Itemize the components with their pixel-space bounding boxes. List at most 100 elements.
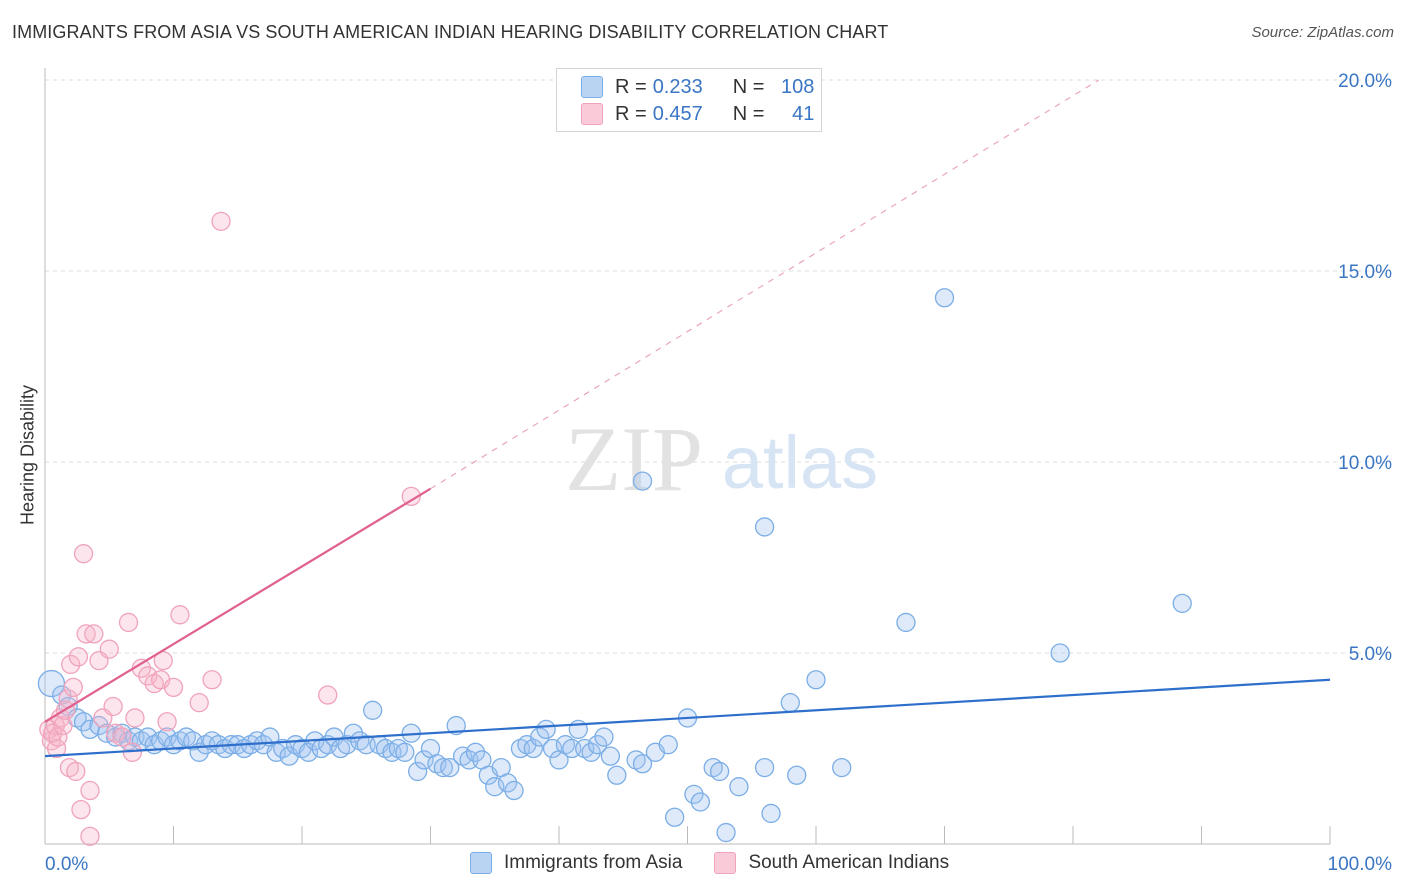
- data-point: [189, 693, 209, 713]
- data-point: [395, 742, 415, 762]
- data-point: [536, 719, 556, 740]
- trend-line-asia: [44, 678, 1331, 758]
- data-point: [318, 685, 338, 705]
- data-point: [600, 746, 621, 766]
- series-swatch-south-american: [714, 852, 737, 874]
- data-point: [103, 696, 123, 717]
- y-tick-label: 5.0%: [1349, 644, 1392, 665]
- watermark-atlas: atlas: [722, 421, 878, 504]
- data-point: [73, 712, 94, 732]
- x-tick-label-max: 100.0%: [1328, 854, 1393, 875]
- data-point: [433, 757, 454, 778]
- series-legend-south-american: South American Indians: [714, 852, 949, 874]
- data-point: [729, 777, 749, 797]
- data-point: [780, 693, 800, 713]
- stats-legend: R = 0.233 N = 108 R = 0.457 N = 41: [556, 68, 822, 132]
- x-tick-label-min: 0.0%: [45, 854, 88, 875]
- legend-swatch-south-american: [581, 103, 603, 125]
- watermark-zip: ZIP: [565, 408, 703, 510]
- data-point: [607, 765, 627, 785]
- data-point: [80, 826, 100, 847]
- data-point: [66, 761, 86, 782]
- data-point: [63, 677, 83, 698]
- data-point: [170, 605, 190, 625]
- data-point: [684, 784, 704, 804]
- data-point: [632, 471, 653, 491]
- legend-n-label: N =: [732, 102, 765, 125]
- data-point: [43, 723, 63, 743]
- legend-row-asia: R = 0.233 N = 108: [581, 75, 814, 99]
- data-point: [896, 612, 916, 633]
- data-point: [587, 735, 608, 755]
- data-point: [934, 288, 955, 308]
- series-south-american-points: [39, 211, 421, 847]
- series-name-asia: Immigrants from Asia: [504, 852, 683, 873]
- data-point: [754, 517, 775, 537]
- legend-r-label: R =: [615, 75, 647, 98]
- data-point: [99, 639, 119, 659]
- data-point: [71, 799, 91, 820]
- series-name-south-american: South American Indians: [748, 852, 950, 873]
- data-point: [709, 761, 730, 782]
- data-point: [530, 727, 550, 747]
- watermark: ZIP atlas: [565, 408, 878, 510]
- data-point: [806, 670, 826, 690]
- data-point: [118, 612, 139, 633]
- data-point: [594, 727, 614, 747]
- data-point: [76, 624, 96, 644]
- data-point: [832, 757, 852, 778]
- data-point: [690, 792, 710, 812]
- series-legend-asia: Immigrants from Asia: [470, 852, 682, 874]
- grid: [45, 79, 1390, 654]
- tick-labels: 5.0% 10.0% 15.0% 20.0% 0.0% 100.0%: [45, 71, 1392, 875]
- trend-lines: [44, 79, 1331, 758]
- data-point: [761, 803, 781, 824]
- data-point: [211, 211, 231, 231]
- series-asia-points: [37, 288, 1192, 843]
- chart-title: IMMIGRANTS FROM ASIA VS SOUTH AMERICAN I…: [12, 22, 889, 42]
- data-point: [401, 486, 421, 507]
- data-point: [53, 715, 73, 736]
- y-tick-label: 10.0%: [1338, 453, 1392, 474]
- data-point: [61, 654, 81, 675]
- legend-n-value: 41: [792, 102, 815, 125]
- source-label: Source: ZipAtlas.com: [1251, 24, 1394, 41]
- series-legend: Immigrants from Asia South American Indi…: [470, 852, 981, 874]
- data-point: [112, 727, 132, 747]
- legend-n-value: 108: [781, 75, 815, 98]
- trend-line-south-american: [44, 487, 432, 723]
- legend-r-value: 0.457: [652, 102, 703, 125]
- y-tick-label: 20.0%: [1338, 71, 1392, 92]
- data-point: [465, 742, 486, 762]
- data-point: [504, 780, 524, 801]
- data-point: [1172, 593, 1192, 613]
- legend-r-label: R =: [615, 102, 647, 125]
- data-point: [665, 807, 685, 827]
- data-point: [754, 757, 775, 778]
- data-point: [787, 765, 807, 785]
- data-point: [440, 757, 460, 778]
- legend-r-value: 0.233: [652, 75, 703, 98]
- data-point: [632, 754, 653, 774]
- data-point: [163, 677, 184, 698]
- data-point: [716, 822, 736, 843]
- data-point: [153, 650, 173, 671]
- data-point: [84, 624, 104, 644]
- data-point: [48, 727, 68, 747]
- data-point: [80, 780, 100, 801]
- data-point: [363, 700, 383, 720]
- data-point: [1050, 643, 1070, 663]
- series-swatch-asia: [470, 852, 492, 874]
- data-point: [157, 712, 177, 732]
- y-tick-label: 15.0%: [1338, 262, 1392, 283]
- legend-swatch-asia: [581, 76, 603, 98]
- legend-row-south-american: R = 0.457 N = 41: [581, 102, 814, 126]
- data-point: [497, 773, 518, 793]
- data-point: [73, 544, 94, 564]
- data-points: [37, 211, 1192, 847]
- data-point: [446, 715, 466, 736]
- data-point: [581, 742, 601, 762]
- legend-n-label: N =: [732, 75, 765, 98]
- data-point: [658, 735, 678, 755]
- data-point: [202, 670, 222, 690]
